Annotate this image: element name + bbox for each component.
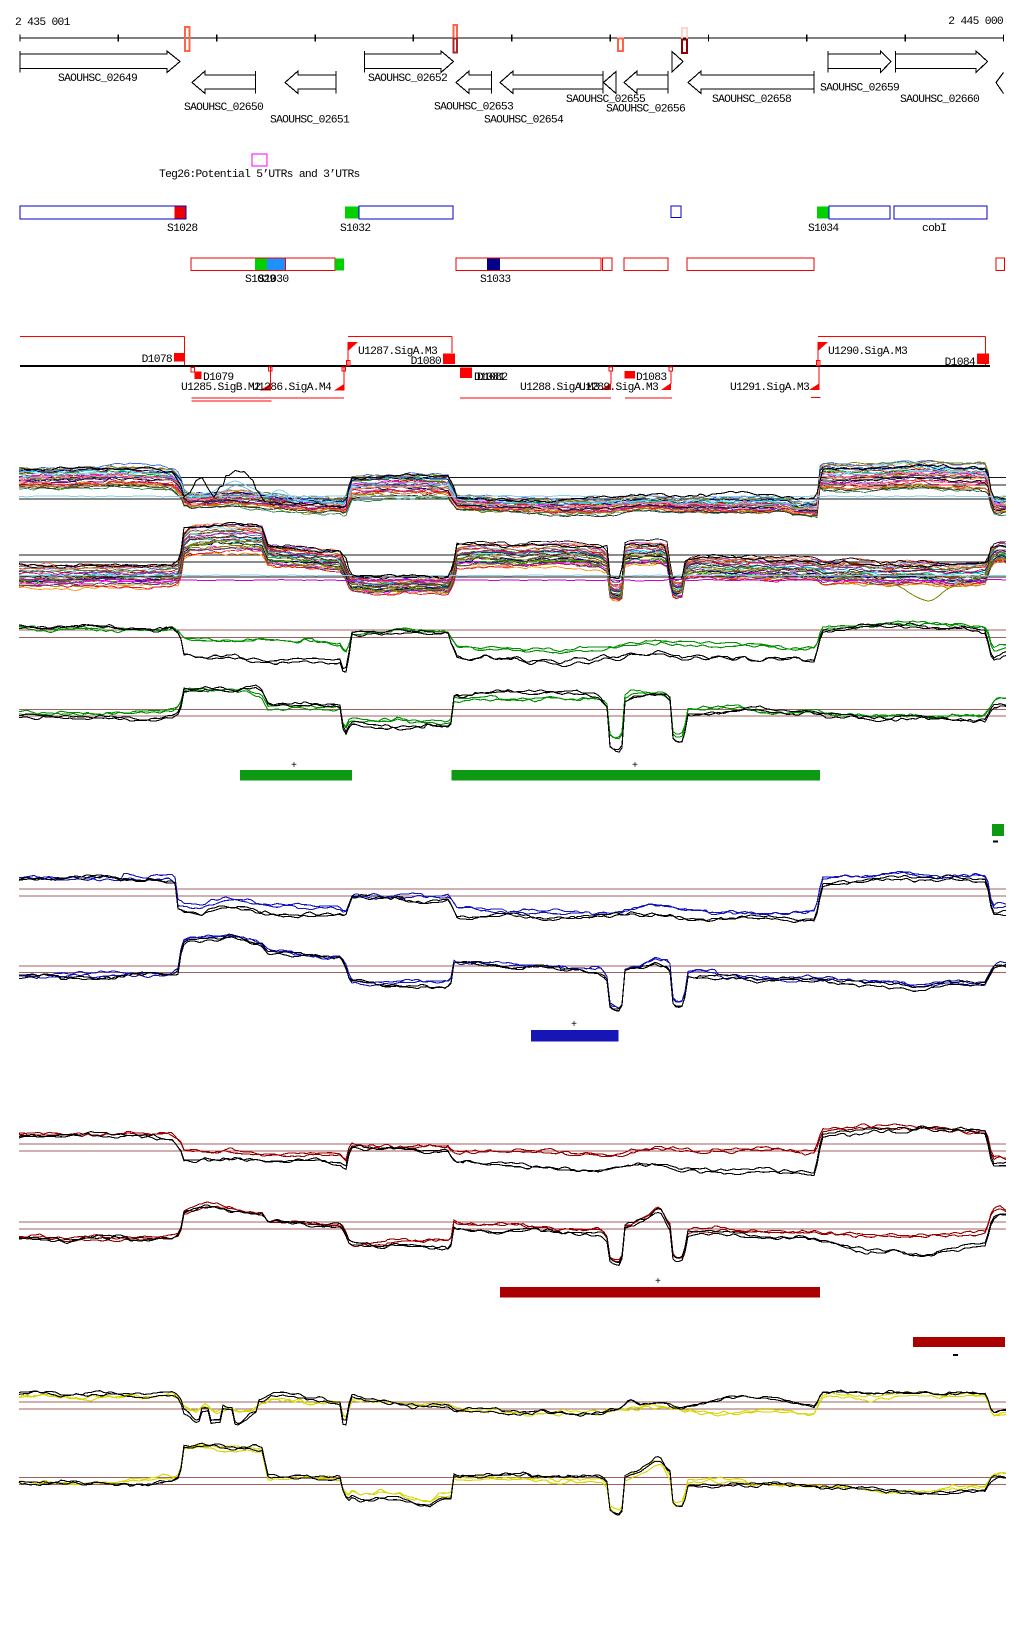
svg-text:S1029: S1029 [245, 274, 275, 286]
svg-text:D1079: D1079 [203, 372, 233, 384]
svg-text:U1286.SigA.M4: U1286.SigA.M4 [252, 382, 332, 394]
svg-text:D1084: D1084 [945, 357, 976, 369]
svg-text:cobI: cobI [922, 223, 946, 235]
svg-text:U1291.SigA.M3: U1291.SigA.M3 [730, 382, 810, 394]
svg-text:SAOUHSC_02653: SAOUHSC_02653 [434, 102, 514, 114]
svg-text:+: + [571, 1020, 577, 1031]
svg-text:SAOUHSC_02659: SAOUHSC_02659 [820, 83, 899, 95]
svg-text:S1028: S1028 [167, 223, 198, 235]
svg-text:D1083: D1083 [636, 372, 667, 384]
svg-text:SAOUHSC_02654: SAOUHSC_02654 [484, 115, 564, 127]
svg-text:D1080: D1080 [411, 356, 442, 368]
svg-text:SAOUHSC_02652: SAOUHSC_02652 [368, 73, 447, 85]
svg-text:SAOUHSC_02660: SAOUHSC_02660 [900, 94, 980, 106]
svg-text:SAOUHSC_02650: SAOUHSC_02650 [184, 102, 264, 114]
svg-text:U1289.SigA.M3: U1289.SigA.M3 [579, 382, 659, 394]
svg-text:S1033: S1033 [480, 274, 511, 286]
svg-text:D1081: D1081 [474, 372, 505, 384]
svg-text:SAOUHSC_02658: SAOUHSC_02658 [712, 94, 792, 106]
svg-text:U1287.SigA.M3: U1287.SigA.M3 [358, 346, 438, 358]
svg-text:+: + [632, 761, 638, 772]
svg-text:SAOUHSC_02649: SAOUHSC_02649 [58, 73, 137, 85]
svg-text:U1285.SigB.M2: U1285.SigB.M2 [181, 382, 260, 394]
svg-text:S1034: S1034 [808, 223, 839, 235]
svg-text:D1082: D1082 [477, 372, 507, 384]
svg-text:Teg26:Potential 5’UTRs and 3’U: Teg26:Potential 5’UTRs and 3’UTRs [159, 169, 360, 181]
svg-text:+: + [291, 761, 297, 772]
svg-text:SAOUHSC_02651: SAOUHSC_02651 [270, 115, 350, 127]
svg-text:SAOUHSC_02656: SAOUHSC_02656 [606, 104, 686, 116]
svg-text:U1290.SigA.M3: U1290.SigA.M3 [828, 346, 908, 358]
svg-text:2 445 000: 2 445 000 [948, 16, 1004, 28]
svg-text:U1288.SigA.M3: U1288.SigA.M3 [520, 382, 600, 394]
svg-text:D1078: D1078 [142, 354, 173, 366]
svg-text:+: + [655, 1277, 661, 1288]
svg-text:S1030: S1030 [258, 274, 289, 286]
svg-text:S1032: S1032 [340, 223, 370, 235]
svg-text:SAOUHSC_02655: SAOUHSC_02655 [566, 94, 646, 106]
svg-text:2 435 001: 2 435 001 [15, 17, 71, 29]
